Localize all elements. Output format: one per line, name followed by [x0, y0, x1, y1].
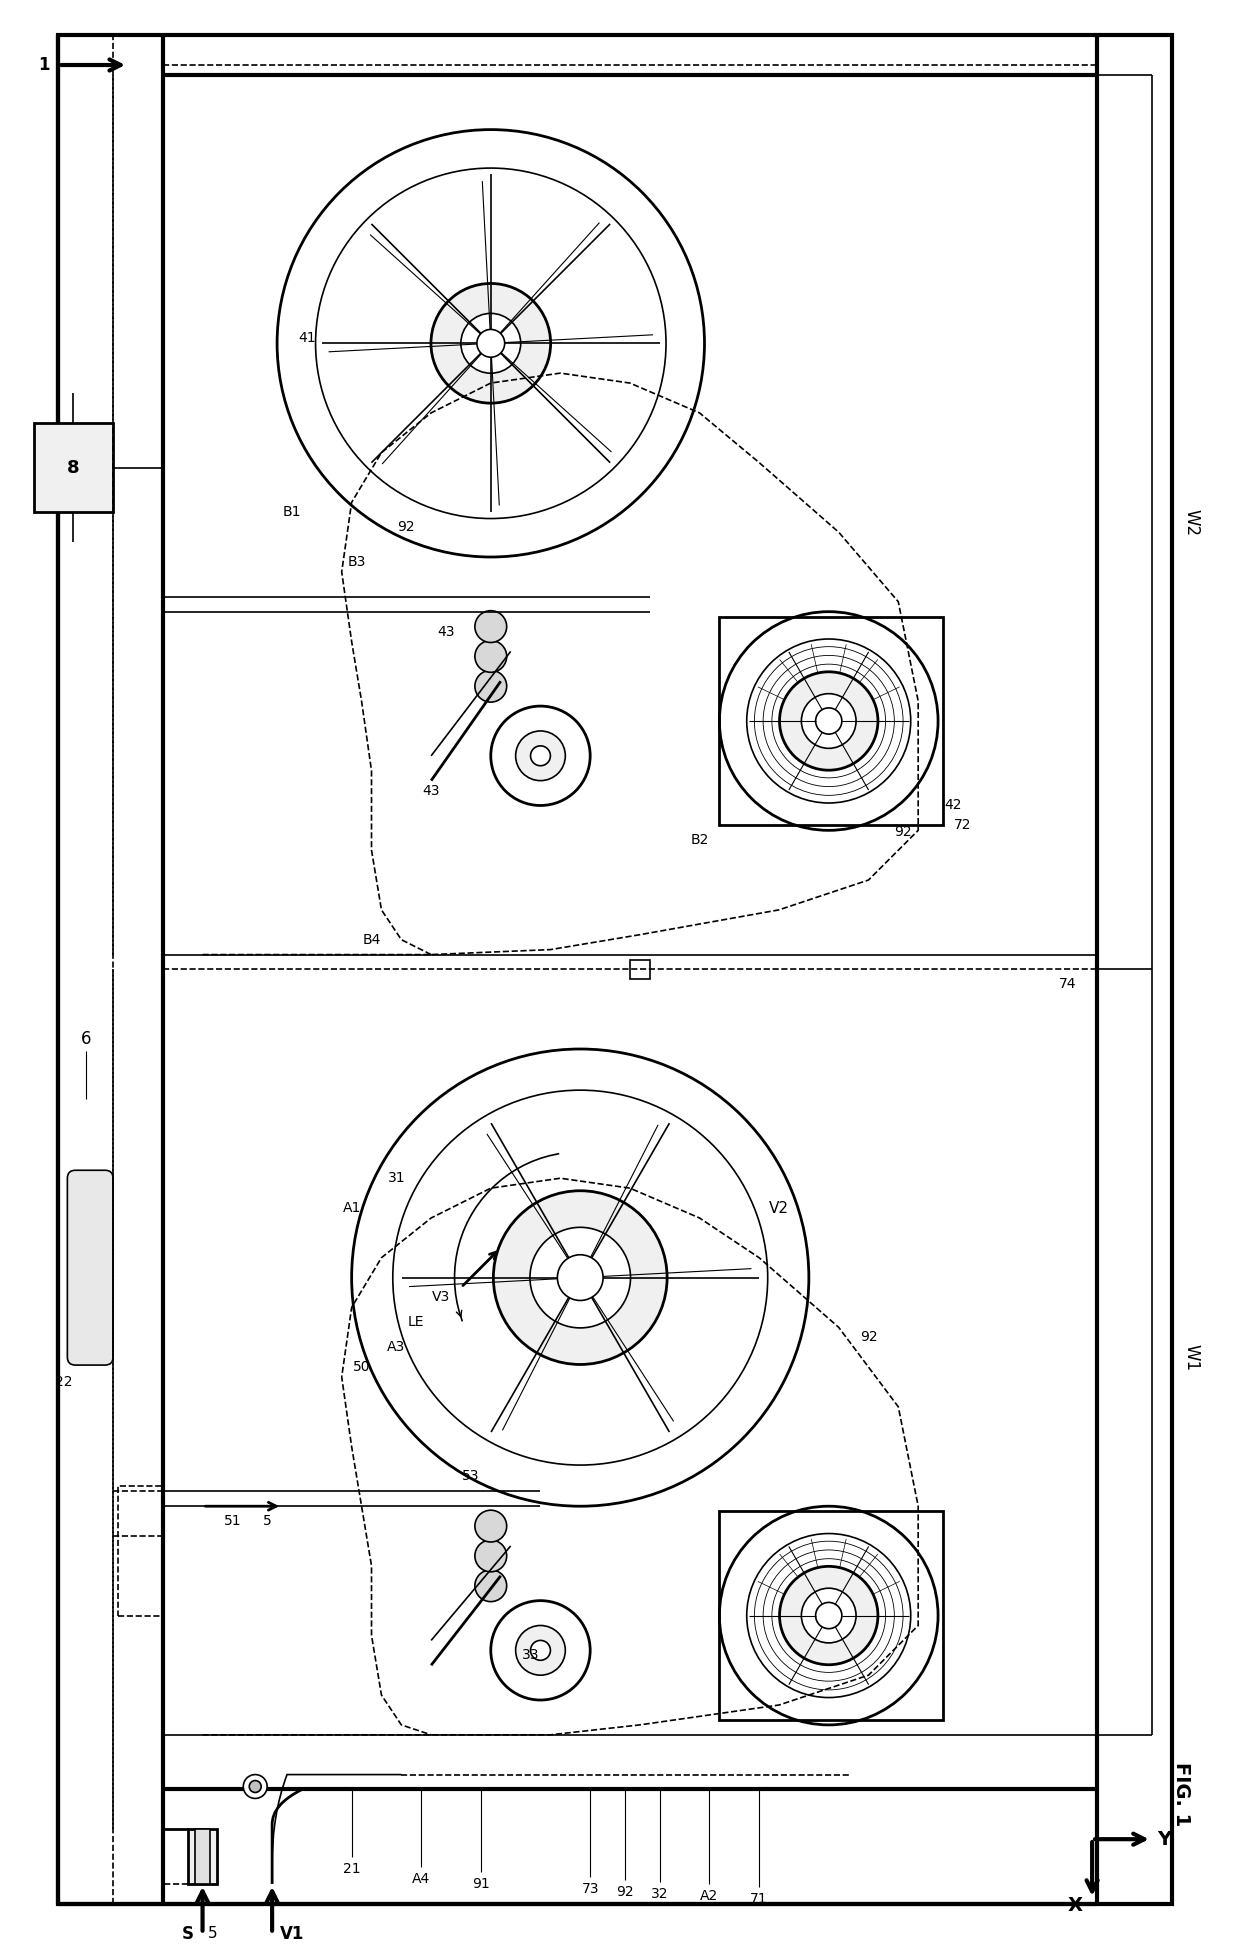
Text: 31: 31: [388, 1170, 405, 1186]
Text: B3: B3: [347, 554, 366, 570]
Bar: [719, 1510, 944, 1720]
Text: 8: 8: [67, 459, 79, 476]
Circle shape: [243, 1775, 267, 1798]
Text: W2: W2: [1183, 509, 1200, 537]
Text: LE: LE: [408, 1316, 424, 1330]
Text: X: X: [1068, 1895, 1083, 1915]
Text: V3: V3: [432, 1291, 450, 1304]
Circle shape: [475, 1540, 507, 1573]
Text: 22: 22: [55, 1374, 72, 1388]
FancyBboxPatch shape: [67, 1170, 113, 1365]
Text: 5: 5: [207, 1927, 217, 1942]
Text: 51: 51: [223, 1514, 241, 1528]
Circle shape: [516, 1625, 565, 1676]
Text: B4: B4: [362, 933, 381, 947]
Circle shape: [801, 694, 856, 748]
Circle shape: [816, 1602, 842, 1629]
Bar: [187, 1829, 217, 1884]
Circle shape: [801, 1588, 856, 1643]
Text: 41: 41: [298, 330, 316, 346]
Text: 92: 92: [859, 1330, 877, 1343]
Circle shape: [475, 1571, 507, 1602]
Circle shape: [516, 731, 565, 781]
Circle shape: [529, 1227, 630, 1328]
Text: 1: 1: [37, 56, 50, 74]
Text: 32: 32: [651, 1888, 668, 1901]
Circle shape: [531, 1641, 551, 1660]
Circle shape: [780, 673, 878, 770]
Text: V1: V1: [280, 1925, 304, 1942]
Circle shape: [816, 708, 842, 735]
Circle shape: [475, 610, 507, 642]
Text: B1: B1: [283, 505, 301, 519]
Text: 43: 43: [438, 624, 455, 638]
Text: 53: 53: [463, 1470, 480, 1483]
Bar: [33, 424, 113, 513]
Text: V2: V2: [769, 1201, 789, 1215]
Text: W1: W1: [1183, 1343, 1200, 1371]
Text: B2: B2: [691, 834, 709, 848]
Bar: [195, 1829, 211, 1884]
Text: A3: A3: [387, 1339, 405, 1355]
Text: 92: 92: [894, 826, 913, 840]
Text: 42: 42: [944, 799, 962, 813]
Text: 92: 92: [616, 1886, 634, 1899]
Text: 43: 43: [423, 783, 440, 797]
Text: 21: 21: [342, 1862, 361, 1876]
Circle shape: [461, 313, 521, 373]
Text: 33: 33: [522, 1649, 539, 1662]
Circle shape: [475, 640, 507, 673]
Text: FIG. 1: FIG. 1: [1172, 1763, 1192, 1827]
Text: 92: 92: [398, 521, 415, 535]
Bar: [118, 1487, 162, 1615]
Circle shape: [780, 1567, 878, 1664]
Text: 71: 71: [750, 1892, 768, 1905]
Text: 74: 74: [1059, 978, 1076, 991]
Circle shape: [558, 1254, 603, 1301]
Text: 72: 72: [954, 818, 972, 832]
Text: A1: A1: [342, 1201, 361, 1215]
Circle shape: [531, 746, 551, 766]
Text: 91: 91: [472, 1876, 490, 1892]
Bar: [630, 960, 650, 980]
Text: 73: 73: [582, 1882, 599, 1895]
Bar: [719, 616, 944, 826]
Text: A2: A2: [701, 1890, 718, 1903]
Circle shape: [475, 1510, 507, 1542]
Text: A4: A4: [412, 1872, 430, 1886]
Text: Y: Y: [1158, 1829, 1172, 1849]
Text: S: S: [181, 1925, 193, 1942]
Circle shape: [475, 671, 507, 702]
Text: 5: 5: [263, 1514, 272, 1528]
Circle shape: [249, 1781, 262, 1792]
Circle shape: [432, 284, 551, 402]
Text: 50: 50: [353, 1361, 371, 1374]
Text: 6: 6: [81, 1030, 92, 1048]
Circle shape: [477, 329, 505, 358]
Circle shape: [494, 1192, 667, 1365]
